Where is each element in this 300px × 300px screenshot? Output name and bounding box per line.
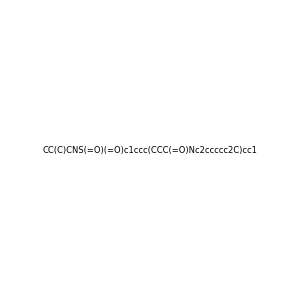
- Text: CC(C)CNS(=O)(=O)c1ccc(CCC(=O)Nc2ccccc2C)cc1: CC(C)CNS(=O)(=O)c1ccc(CCC(=O)Nc2ccccc2C)…: [43, 146, 257, 154]
